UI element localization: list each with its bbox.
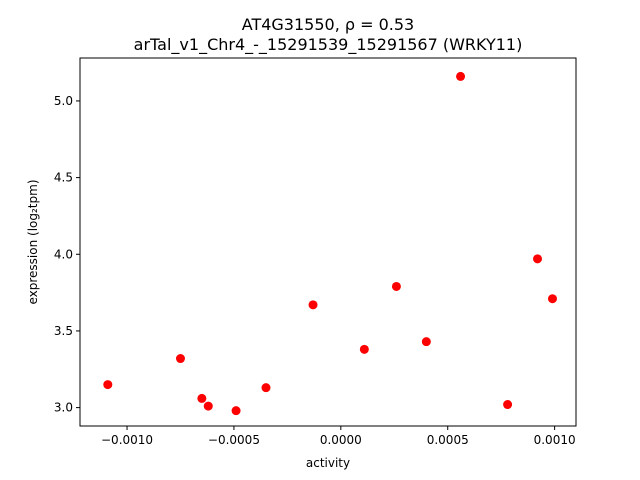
data-point-8 — [391, 281, 401, 291]
chart-title-line1: AT4G31550, ρ = 0.53 — [242, 15, 414, 34]
data-point-9 — [421, 337, 431, 347]
x-axis-label: activity — [306, 456, 350, 470]
data-point-2 — [197, 393, 207, 403]
y-tick-label: 4.0 — [54, 247, 73, 261]
y-axis-label: expression (log₂tpm) — [26, 179, 40, 304]
data-point-10 — [456, 71, 466, 81]
data-point-11 — [503, 400, 513, 410]
chart-title-line2: arTal_v1_Chr4_-_15291539_15291567 (WRKY1… — [134, 35, 523, 55]
x-tick-label: 0.0000 — [320, 433, 362, 447]
data-point-6 — [308, 300, 318, 310]
data-points — [103, 71, 557, 416]
x-tick-label: −0.0010 — [101, 433, 153, 447]
data-point-5 — [261, 383, 271, 393]
data-point-0 — [103, 380, 113, 390]
plot-frame — [79, 57, 577, 427]
x-tick-label: 0.0005 — [427, 433, 469, 447]
y-axis-ticks: 3.0 3.5 4.0 4.5 5.0 — [54, 94, 80, 415]
data-point-4 — [231, 406, 241, 416]
y-tick-label: 4.5 — [54, 171, 73, 185]
y-tick-label: 3.5 — [54, 324, 73, 338]
data-point-1 — [175, 354, 185, 364]
y-tick-label: 3.0 — [54, 401, 73, 415]
x-tick-label: 0.0010 — [534, 433, 576, 447]
data-point-7 — [359, 344, 369, 354]
y-tick-label: 5.0 — [54, 94, 73, 108]
data-point-13 — [547, 294, 557, 304]
x-axis-ticks: −0.0010 −0.0005 0.0000 0.0005 0.0010 — [101, 426, 576, 447]
x-tick-label: −0.0005 — [208, 433, 260, 447]
data-point-12 — [533, 254, 543, 264]
data-point-3 — [203, 401, 213, 411]
